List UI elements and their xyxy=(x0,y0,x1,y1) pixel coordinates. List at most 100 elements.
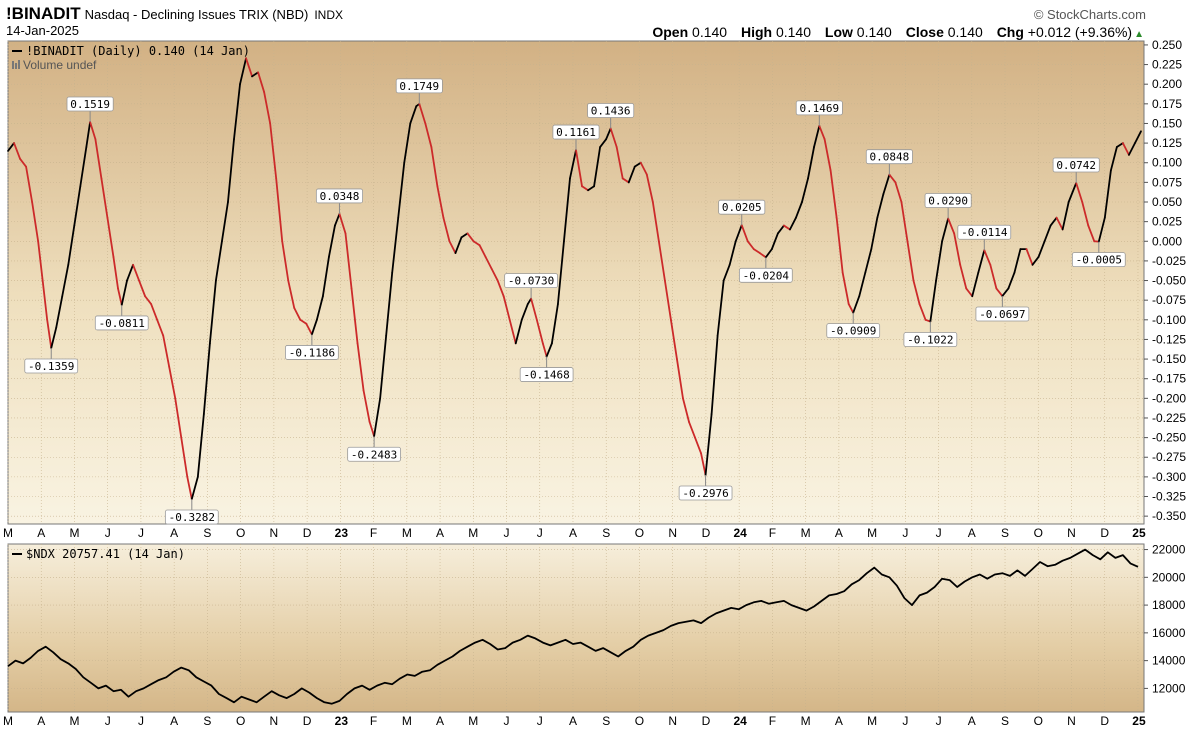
y-tick-label: -0.200 xyxy=(1152,391,1186,405)
peak-label-text: -0.0730 xyxy=(508,275,554,288)
x-tick-label: 23 xyxy=(335,526,349,540)
trix-segment xyxy=(663,279,672,321)
peak-label: -0.0697 xyxy=(975,296,1030,322)
trix-segment xyxy=(25,165,34,203)
trix-segment xyxy=(676,358,684,400)
x-tick-label: D xyxy=(303,714,312,728)
ndx-series-line xyxy=(7,548,1139,705)
trix-segment xyxy=(202,342,211,415)
peak-label: -0.0114 xyxy=(957,224,1012,251)
trix-segment xyxy=(100,177,109,219)
low-label: Low xyxy=(824,24,853,40)
x-tick-label: O xyxy=(1034,526,1043,540)
trix-segment xyxy=(496,279,505,298)
trix-segment xyxy=(502,295,511,321)
peak-label: -0.3282 xyxy=(164,499,219,525)
trix-segment xyxy=(835,216,844,274)
trix-segment xyxy=(233,83,241,141)
y-tick-label: 12000 xyxy=(1152,681,1186,695)
trix-segment xyxy=(841,271,850,305)
trix-segment xyxy=(138,279,147,298)
peak-label-text: 0.0348 xyxy=(320,190,360,203)
trix-segment xyxy=(935,240,944,282)
y-tick-label: 0.175 xyxy=(1152,97,1182,111)
peak-label-box xyxy=(504,273,558,289)
trix-segment xyxy=(995,287,1004,297)
high-value: 0.140 xyxy=(775,24,812,40)
trix-segment xyxy=(989,263,998,290)
close-value: 0.140 xyxy=(947,24,983,40)
x-tick-label: J xyxy=(537,714,543,728)
trix-segment xyxy=(1055,216,1064,231)
peak-label: 0.1469 xyxy=(795,100,843,126)
x-tick-label: M xyxy=(402,526,412,540)
trix-segment xyxy=(801,177,809,203)
trix-segment xyxy=(190,475,199,500)
chart-title-line: !BINADIT Nasdaq - Declining Issues TRIX (… xyxy=(6,4,343,24)
peak-label-box xyxy=(718,199,766,215)
trix-segment xyxy=(13,142,21,160)
peak-label-box xyxy=(678,485,733,501)
chg-label: Chg xyxy=(996,24,1024,40)
y-tick-label: -0.225 xyxy=(1152,411,1186,425)
x-tick-label: M xyxy=(801,714,811,728)
trix-segment xyxy=(1013,248,1022,274)
x-tick-label: A xyxy=(835,526,843,540)
y-tick-label: 0.150 xyxy=(1152,116,1182,130)
trix-segment xyxy=(615,146,624,180)
x-tick-label: S xyxy=(1001,714,1009,728)
x-tick-label: D xyxy=(1100,714,1109,728)
peak-label: 0.1749 xyxy=(395,78,443,104)
trix-segment xyxy=(959,263,968,290)
plot-area xyxy=(7,40,1145,525)
x-tick-label: O xyxy=(635,714,644,728)
trix-segment xyxy=(50,326,58,349)
series-group xyxy=(7,548,1139,705)
x-tick-label: J xyxy=(138,526,144,540)
trix-segment xyxy=(888,173,897,184)
x-tick-label: N xyxy=(668,526,677,540)
y-tick-label: 0.075 xyxy=(1152,175,1182,189)
trix-segment xyxy=(977,249,986,274)
trix-segment xyxy=(424,122,433,148)
trix-segment xyxy=(46,318,53,349)
trix-segment xyxy=(639,161,648,176)
trix-segment xyxy=(704,413,713,476)
peak-label-text: 0.1469 xyxy=(799,102,839,115)
trix-segment xyxy=(906,240,915,282)
x-tick-label: O xyxy=(635,526,644,540)
peak-label-box xyxy=(285,345,339,360)
trix-segment xyxy=(55,295,64,329)
trix-segment xyxy=(900,201,909,243)
trix-segment xyxy=(520,303,529,321)
trix-segment xyxy=(535,318,544,345)
trix-segment xyxy=(484,256,493,270)
peak-label: -0.0204 xyxy=(738,257,793,283)
volume-icon xyxy=(12,61,14,69)
peak-label-box xyxy=(865,149,913,165)
trix-segment xyxy=(328,224,336,258)
trix-segment xyxy=(448,240,457,254)
trix-segment xyxy=(694,436,702,455)
symbol-name: Nasdaq - Declining Issues TRIX (NBD) xyxy=(84,7,309,22)
x-tick-label: D xyxy=(1100,526,1109,540)
peak-label-text: -0.1359 xyxy=(28,360,74,373)
trix-segment xyxy=(1001,287,1010,297)
panel-subtitle: Volume undef xyxy=(23,58,97,72)
x-tick-label: N xyxy=(270,714,279,728)
x-tick-label: A xyxy=(170,714,178,728)
x-tick-label: M xyxy=(3,526,13,540)
trix-segment xyxy=(67,224,76,266)
y-tick-label: -0.075 xyxy=(1152,293,1186,307)
peak-label-box xyxy=(1052,157,1100,173)
trix-segment xyxy=(180,436,189,478)
y-tick-label: -0.025 xyxy=(1152,254,1186,268)
trix-segment xyxy=(334,213,341,227)
peak-label-box xyxy=(395,78,443,94)
panel-title: $NDX 20757.41 (14 Jan) xyxy=(26,547,185,561)
peak-label-text: -0.1186 xyxy=(289,346,335,359)
x-tick-label: A xyxy=(37,526,45,540)
trix-segment xyxy=(864,248,873,274)
trix-segment xyxy=(599,138,608,148)
trix-segment xyxy=(971,271,980,298)
